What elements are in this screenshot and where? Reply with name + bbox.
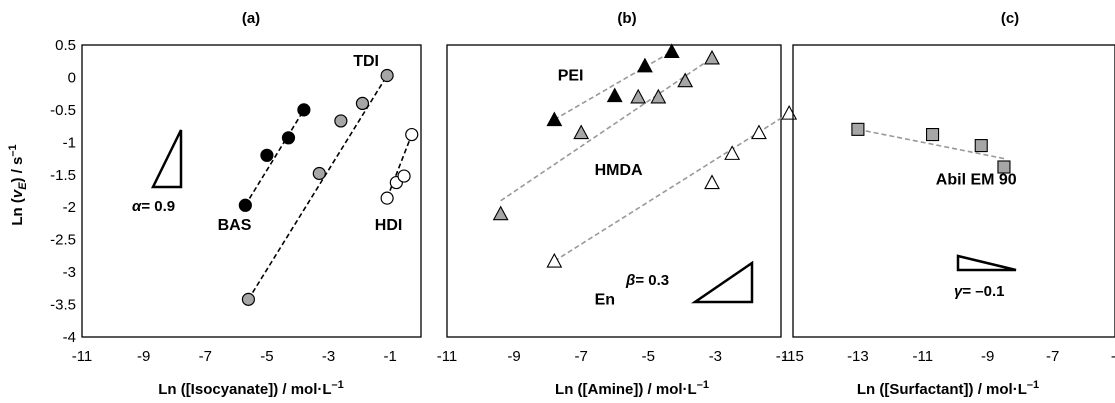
- y-axis-tick-labels: 0.5 0 -0.5 -1 -1.5 -2 -2.5 -3 -3.5 -4: [50, 37, 76, 346]
- x-tick-label: -7: [1046, 348, 1059, 365]
- data-point-hmda: [677, 72, 694, 88]
- x-tick-label: -3: [322, 348, 335, 365]
- series-label-en: En: [595, 292, 615, 309]
- data-point-pei: [546, 111, 563, 127]
- trendline-pei: [553, 50, 673, 121]
- panel-b-x-axis-title: Ln ([Amine]) / mol·L–1: [555, 379, 709, 398]
- x-tick-label: -1: [384, 348, 397, 365]
- series-label-tdi: TDI: [353, 53, 379, 70]
- data-point-tdi: [312, 166, 326, 181]
- x-tick-label: -13: [847, 348, 869, 365]
- data-point-abil-em-90: [997, 160, 1011, 174]
- y-tick-label: -2.5: [50, 232, 76, 249]
- y-tick-label: -3.5: [50, 297, 76, 314]
- data-point-tdi: [334, 114, 348, 128]
- y-axis-title: Ln (vE) / s–1: [7, 144, 29, 225]
- data-point-abil-em-90: [926, 127, 940, 142]
- data-point-hdi: [397, 169, 411, 183]
- panel-a-title: (a): [242, 10, 260, 27]
- y-tick-label: -0.5: [50, 102, 76, 119]
- x-tick-label: -7: [575, 348, 588, 365]
- panel-c: (c) Ln ([Surfactant]) / mol·L–1 -15 -13 -1…: [782, 10, 1115, 398]
- data-point-bas: [297, 103, 311, 117]
- slope-label-a: α= 0.9: [132, 198, 175, 215]
- data-point-hdi: [380, 191, 394, 205]
- panel-b: (b) Ln ([Amine]) / mol·L–1 -11 -9 -7 -5 -3 -1…: [437, 10, 798, 398]
- series-label-hmda: HMDA: [595, 162, 643, 179]
- trendline-abil-em-90: [857, 128, 1005, 160]
- data-point-hmda: [492, 205, 509, 221]
- series-label-abil-em-90: Abil EM 90: [936, 172, 1017, 189]
- slope-label-b: β= 0.3: [625, 272, 669, 289]
- x-tick-label: -9: [507, 348, 520, 365]
- x-tick-label: -1: [776, 348, 789, 365]
- data-point-tdi: [355, 96, 370, 111]
- panel-a-x-axis-title: Ln ([Isocyanate]) / mol·L–1: [158, 379, 344, 398]
- data-point-abil-em-90: [974, 139, 988, 153]
- trendline-hdi: [386, 134, 413, 199]
- x-tick-label: -11: [437, 348, 458, 365]
- data-point-hmda: [630, 88, 647, 104]
- y-tick-label: -1.5: [50, 167, 76, 184]
- panel-c-x-axis-title: Ln ([Surfactant]) / mol·L–1: [857, 379, 1039, 398]
- slope-annotation-a: α= 0.9: [132, 129, 183, 215]
- data-point-bas: [238, 198, 252, 212]
- series-label-pei: PEI: [558, 68, 584, 85]
- data-point-pei: [663, 43, 680, 59]
- slope-triangle-b: [690, 260, 754, 304]
- trendline-hmda: [500, 57, 713, 202]
- data-point-bas: [281, 131, 296, 145]
- data-point-bas: [260, 148, 274, 162]
- x-tick-label: -9: [981, 348, 994, 365]
- data-point-tdi: [380, 68, 394, 83]
- y-tick-label: -4: [63, 329, 76, 346]
- data-point-hmda: [573, 124, 590, 140]
- y-tick-label: -3: [63, 264, 76, 281]
- y-tick-label: 0.5: [55, 37, 76, 54]
- slope-triangle-c: [956, 254, 1017, 272]
- x-tick-label: -9: [137, 348, 150, 365]
- trendline-bas: [244, 109, 305, 206]
- series-label-bas: BAS: [218, 217, 252, 234]
- slope-triangle-a: [150, 129, 183, 189]
- plot-frame: [792, 44, 1115, 338]
- x-tick-label: -5: [1111, 348, 1115, 365]
- x-tick-label: -3: [709, 348, 722, 365]
- data-point-tdi: [241, 292, 256, 306]
- x-tick-label: -5: [260, 348, 273, 365]
- slope-annotation-b: β= 0.3: [625, 260, 754, 304]
- data-point-pei: [606, 87, 623, 103]
- y-tick-label: -2: [63, 199, 76, 216]
- data-point-hmda: [704, 49, 720, 65]
- panel-b-title: (b): [617, 10, 636, 27]
- slope-annotation-c: γ= –0.1: [954, 254, 1017, 300]
- data-point-pei: [636, 57, 653, 73]
- data-point-en: [546, 252, 563, 268]
- series-label-hdi: HDI: [375, 217, 403, 234]
- trendline-en: [553, 112, 790, 262]
- panel-a: (a) Ln ([Isocyanate]) / mol·L–1 -11 -9 -7 -…: [72, 10, 422, 398]
- data-point-hdi: [405, 127, 419, 142]
- data-point-hmda: [650, 88, 667, 104]
- trendline-tdi: [247, 75, 388, 300]
- data-point-en: [781, 104, 798, 120]
- y-tick-label: -1: [63, 134, 76, 151]
- x-tick-label: -5: [642, 348, 655, 365]
- x-tick-label: -15: [782, 348, 804, 365]
- x-tick-label: -11: [72, 348, 93, 365]
- panel-c-title: (c): [1001, 10, 1019, 27]
- plot-frame: [81, 44, 422, 338]
- plot-frame: [446, 44, 782, 338]
- slope-label-c: γ= –0.1: [954, 283, 1004, 300]
- y-tick-label: 0: [68, 69, 76, 86]
- x-tick-label: -7: [199, 348, 212, 365]
- data-point-en: [704, 174, 720, 190]
- data-point-en: [751, 124, 767, 140]
- data-point-abil-em-90: [851, 122, 865, 136]
- x-tick-label: -11: [913, 348, 934, 365]
- data-point-en: [724, 145, 741, 160]
